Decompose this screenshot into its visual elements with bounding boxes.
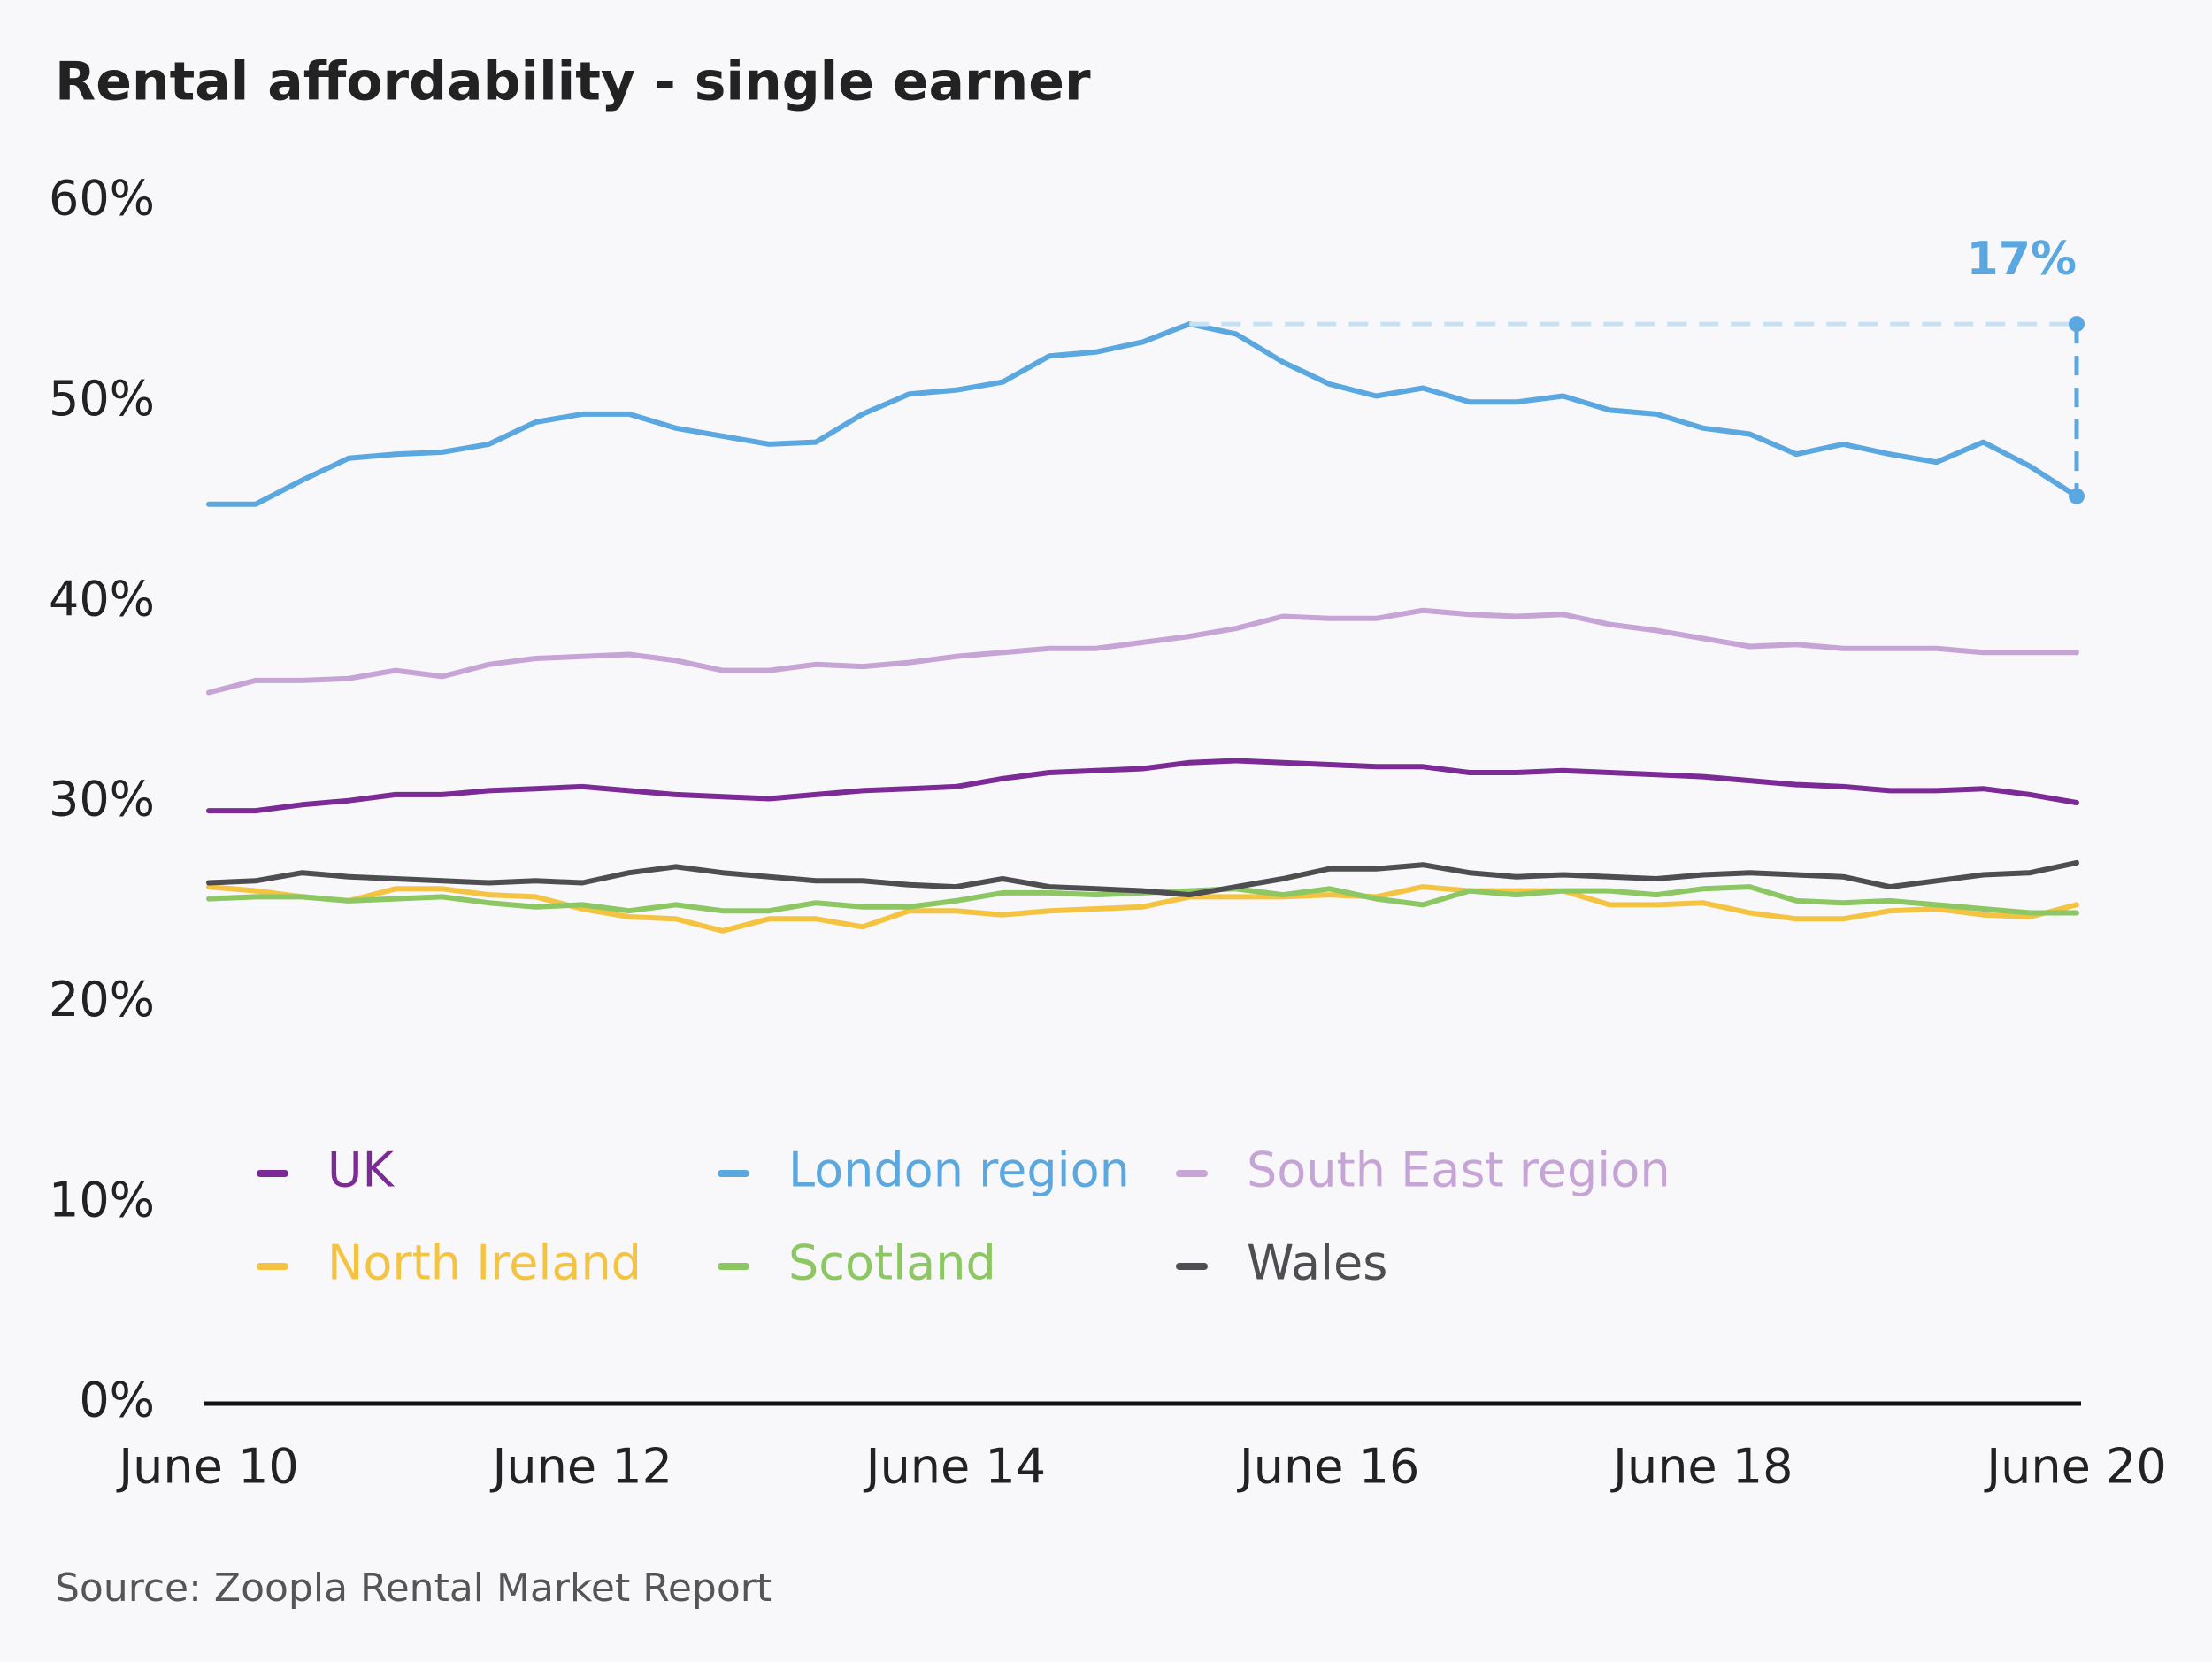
series-line (206, 607, 2079, 696)
series-line (206, 321, 2079, 507)
annotation-dot (2069, 316, 2085, 333)
y-tick-label: 30% (49, 772, 155, 827)
x-tick-label: June 20 (1984, 1439, 2166, 1495)
legend-label: Wales (1247, 1235, 1387, 1291)
legend-label: London region (788, 1143, 1130, 1198)
series-line (206, 758, 2079, 814)
y-tick-label: 10% (49, 1172, 155, 1227)
legend-label: South East region (1247, 1143, 1671, 1198)
x-tick-label: June 12 (489, 1439, 672, 1495)
series-line (206, 884, 2079, 934)
x-tick-label: June 16 (1237, 1439, 1419, 1495)
annotation-dot (2069, 488, 2085, 504)
y-tick-label: 60% (49, 171, 155, 227)
legend-label: UK (327, 1143, 396, 1198)
series-line (206, 859, 2079, 898)
y-tick-label: 50% (49, 371, 155, 427)
x-tick-label: June 14 (864, 1439, 1046, 1495)
legend-label: Scotland (788, 1235, 996, 1291)
chart-title: Rental affordability - single earner (55, 51, 1091, 113)
annotation-label: 17% (1967, 233, 2077, 286)
legend-label: North Ireland (327, 1235, 641, 1291)
y-tick-label: 40% (49, 571, 155, 627)
x-tick-label: June 10 (116, 1439, 298, 1495)
y-tick-label: 0% (79, 1373, 155, 1428)
source-note: Source: Zoopla Rental Market Report (55, 1566, 772, 1611)
y-tick-label: 20% (49, 972, 155, 1027)
x-tick-label: June 18 (1610, 1439, 1793, 1495)
